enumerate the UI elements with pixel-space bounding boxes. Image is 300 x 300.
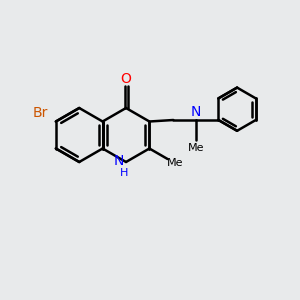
Text: H: H — [120, 167, 129, 178]
Text: Me: Me — [188, 142, 204, 153]
Text: Br: Br — [33, 106, 49, 120]
Text: N: N — [113, 154, 124, 168]
Text: O: O — [121, 72, 131, 86]
Text: Me: Me — [167, 158, 183, 168]
Text: N: N — [191, 105, 201, 119]
